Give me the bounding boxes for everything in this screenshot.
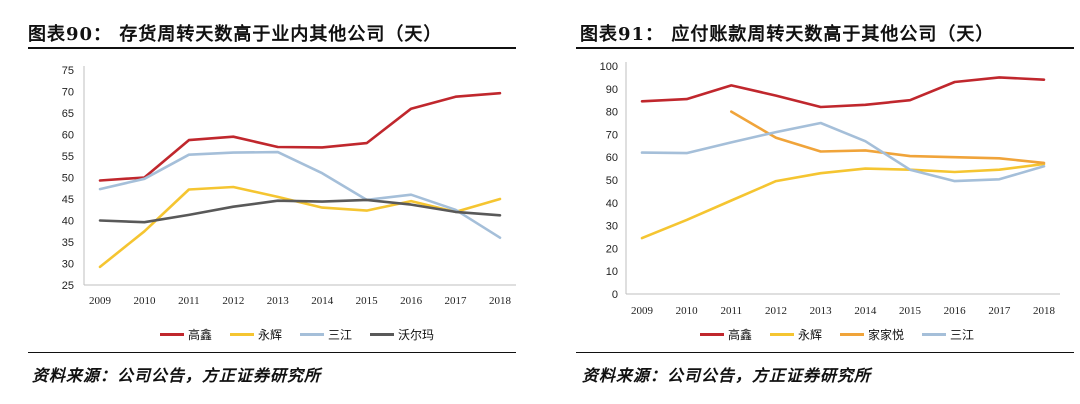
series-line-4 — [98, 198, 502, 224]
legend-item: 家家悦 — [840, 326, 904, 343]
x-tick-label: 2017 — [988, 305, 1011, 317]
x-tick-label: 2016 — [944, 305, 967, 317]
legend-label: 三江 — [950, 328, 975, 342]
y-tick-label: 100 — [600, 61, 618, 73]
legend: 高鑫 永辉 三江 沃尔玛 — [160, 326, 434, 343]
x-tick-label: 2017 — [445, 295, 468, 307]
y-tick-label: 70 — [606, 129, 618, 141]
x-tick-label: 2011 — [178, 295, 200, 307]
series-line-4 — [640, 121, 1046, 183]
y-tick-label: 10 — [606, 266, 618, 278]
y-tick-label: 40 — [62, 216, 74, 228]
series-line-2 — [98, 185, 502, 269]
legend-swatch — [922, 333, 947, 336]
legend-label: 永辉 — [258, 328, 283, 342]
x-tick-label: 2012 — [222, 295, 244, 307]
legend-item: 沃尔玛 — [370, 326, 434, 343]
y-tick-label: 60 — [606, 152, 618, 164]
legend-swatch — [230, 333, 255, 336]
legend-swatch — [300, 333, 325, 336]
y-tick-label: 75 — [62, 65, 74, 77]
legend-item: 高鑫 — [160, 326, 212, 343]
x-tick-label: 2013 — [810, 305, 833, 317]
left-chart-panel: 图表90： 存货周转天数高于业内其他公司（天） 25 30 35 40 45 50 55 60… — [28, 24, 516, 385]
source-rule — [576, 352, 1074, 353]
legend-item: 永辉 — [770, 326, 822, 343]
legend-swatch — [770, 333, 795, 336]
legend-label: 高鑫 — [188, 328, 213, 342]
x-tick-label: 2009 — [631, 305, 654, 317]
y-tick-label: 30 — [62, 259, 74, 271]
legend-label: 三江 — [328, 328, 353, 342]
series-line-2 — [640, 162, 1046, 240]
x-tick-label: 2018 — [1033, 305, 1056, 317]
x-tick-label: 2018 — [489, 295, 512, 307]
chart-title: 图表91： 应付账款周转天数高于其他公司（天） — [580, 24, 995, 45]
legend: 高鑫 永辉 家家悦 三江 — [700, 326, 974, 343]
title-rule — [28, 47, 516, 49]
legend-item: 三江 — [922, 326, 974, 343]
legend-label: 沃尔玛 — [398, 328, 435, 342]
y-tick-label: 40 — [606, 198, 618, 210]
title-rule — [576, 47, 1074, 49]
y-tick-label: 35 — [62, 237, 74, 249]
source-note: 资料来源：公司公告，方正证券研究所 — [582, 366, 872, 385]
x-tick-label: 2009 — [89, 295, 112, 307]
x-tick-label: 2012 — [765, 305, 787, 317]
series-line-3 — [730, 110, 1046, 165]
legend-label: 高鑫 — [728, 328, 753, 342]
y-tick-label: 90 — [606, 84, 618, 96]
y-tick-label: 45 — [62, 194, 74, 206]
x-tick-label: 2011 — [721, 305, 743, 317]
legend-item: 高鑫 — [700, 326, 752, 343]
y-tick-label: 25 — [62, 280, 74, 292]
y-tick-label: 30 — [606, 221, 618, 233]
x-tick-label: 2015 — [356, 295, 379, 307]
series-line-3 — [98, 150, 502, 239]
legend-item: 永辉 — [230, 326, 282, 343]
series-line-1 — [98, 91, 502, 182]
legend-item: 三江 — [300, 326, 352, 343]
y-tick-label: 50 — [606, 175, 618, 187]
x-tick-label: 2014 — [854, 305, 877, 317]
y-tick-label: 60 — [62, 130, 74, 142]
x-tick-label: 2010 — [676, 305, 699, 317]
y-tick-label: 50 — [62, 173, 74, 185]
x-tick-label: 2010 — [133, 295, 156, 307]
legend-swatch — [160, 333, 184, 336]
legend-label: 家家悦 — [868, 328, 905, 342]
source-note: 资料来源：公司公告，方正证券研究所 — [32, 366, 322, 385]
x-tick-label: 2014 — [311, 295, 334, 307]
legend-swatch — [840, 333, 865, 336]
source-rule — [28, 352, 516, 353]
x-tick-label: 2013 — [267, 295, 290, 307]
inventory-turnover-chart: 25 30 35 40 45 50 55 60 65 70 75 2009 2010 2011 2012 20… — [62, 65, 516, 307]
y-tick-label: 65 — [62, 108, 74, 120]
y-tick-label: 55 — [62, 151, 74, 163]
chart-title: 图表90： 存货周转天数高于业内其他公司（天） — [28, 24, 443, 45]
legend-swatch — [370, 333, 395, 336]
right-chart-panel: 图表91： 应付账款周转天数高于其他公司（天） 0 10 20 30 40 50 60 70 8… — [560, 0, 1080, 404]
x-tick-label: 2015 — [899, 305, 922, 317]
series-line-1 — [640, 76, 1046, 109]
y-tick-label: 80 — [606, 107, 618, 119]
y-tick-label: 70 — [62, 87, 74, 99]
legend-label: 永辉 — [798, 328, 823, 342]
legend-swatch — [700, 333, 724, 336]
y-tick-label: 0 — [612, 289, 618, 301]
y-tick-label: 20 — [606, 243, 618, 255]
x-tick-label: 2016 — [400, 295, 423, 307]
payables-turnover-chart: 0 10 20 30 40 50 60 70 80 90 100 2009 2010 2011 2012 20… — [600, 61, 1060, 317]
